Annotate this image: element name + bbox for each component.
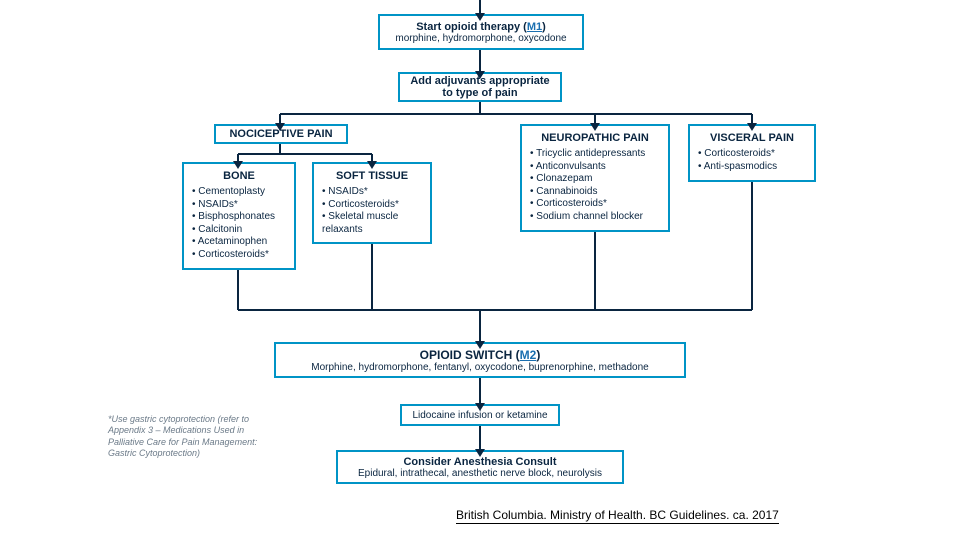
arrow-down-icon xyxy=(747,123,757,131)
node-bone-item: Corticosteroids* xyxy=(192,249,286,262)
node-bone: BONECementoplastyNSAIDs*BisphosphonatesC… xyxy=(182,162,296,270)
arrow-down-icon xyxy=(475,13,485,21)
node-soft-tissue-list: NSAIDs*Corticosteroids*Skeletal muscle r… xyxy=(322,186,422,236)
connector-line xyxy=(751,182,753,310)
node-soft-tissue-item: NSAIDs* xyxy=(322,186,422,199)
connector-line xyxy=(479,378,481,404)
arrow-down-icon xyxy=(475,71,485,79)
node-neuropathic-item: Corticosteroids* xyxy=(530,198,660,211)
connector-line xyxy=(238,309,752,311)
node-lidocaine-title: Lidocaine infusion or ketamine xyxy=(412,410,547,421)
node-bone-list: CementoplastyNSAIDs*BisphosphonatesCalci… xyxy=(192,186,286,261)
node-anesthesia-consult-subtitle: Epidural, intrathecal, anesthetic nerve … xyxy=(358,468,602,479)
connector-line xyxy=(237,270,239,310)
connector-line xyxy=(279,144,281,154)
node-bone-header: BONE xyxy=(192,170,286,182)
node-neuropathic-item: Cannabinoids xyxy=(530,186,660,199)
node-soft-tissue-header: SOFT TISSUE xyxy=(322,170,422,182)
node-neuropathic-item: Sodium channel blocker xyxy=(530,211,660,224)
node-bone-item: Acetaminophen xyxy=(192,236,286,249)
node-neuropathic-list: Tricyclic antidepressantsAnticonvulsants… xyxy=(530,148,660,223)
node-visceral-header: VISCERAL PAIN xyxy=(698,132,806,144)
node-anesthesia-consult-title: Consider Anesthesia Consult xyxy=(403,456,556,468)
node-soft-tissue-item: Corticosteroids* xyxy=(322,199,422,212)
connector-line xyxy=(479,0,481,14)
node-bone-item: Calcitonin xyxy=(192,224,286,237)
node-neuropathic-item: Tricyclic antidepressants xyxy=(530,148,660,161)
node-start-title: Start opioid therapy (M1) xyxy=(416,21,546,33)
connector-line xyxy=(479,50,481,72)
arrow-down-icon xyxy=(475,403,485,411)
connector-line xyxy=(479,426,481,450)
arrow-down-icon xyxy=(590,123,600,131)
m2-link[interactable]: M2 xyxy=(520,348,537,362)
node-neuropathic-header: NEUROPATHIC PAIN xyxy=(530,132,660,144)
connector-line xyxy=(479,102,481,114)
m1-link[interactable]: M1 xyxy=(527,21,542,33)
node-start-subtitle: morphine, hydromorphone, oxycodone xyxy=(395,33,566,44)
node-opioid-switch-subtitle: Morphine, hydromorphone, fentanyl, oxyco… xyxy=(311,362,648,373)
footnote-gastric-cytoprotection: *Use gastric cytoprotection (refer to Ap… xyxy=(108,414,268,459)
connector-line xyxy=(479,310,481,342)
node-visceral: VISCERAL PAIN Corticosteroids*Anti-spasmo… xyxy=(688,124,816,182)
node-neuropathic: NEUROPATHIC PAIN Tricyclic antidepressant… xyxy=(520,124,670,232)
node-visceral-list: Corticosteroids*Anti-spasmodics xyxy=(698,148,806,173)
node-bone-item: Cementoplasty xyxy=(192,186,286,199)
arrow-down-icon xyxy=(367,161,377,169)
arrow-down-icon xyxy=(275,123,285,131)
arrow-down-icon xyxy=(475,341,485,349)
connector-line xyxy=(594,232,596,310)
node-bone-item: NSAIDs* xyxy=(192,199,286,212)
node-bone-item: Bisphosphonates xyxy=(192,211,286,224)
flowchart-canvas: Start opioid therapy (M1)morphine, hydro… xyxy=(0,0,960,540)
connector-line xyxy=(280,113,752,115)
node-opioid-switch-title: OPIOID SWITCH (M2) xyxy=(420,348,541,362)
node-soft-tissue-item: Skeletal muscle relaxants xyxy=(322,211,422,236)
arrow-down-icon xyxy=(233,161,243,169)
node-neuropathic-item: Clonazepam xyxy=(530,173,660,186)
node-neuropathic-item: Anticonvulsants xyxy=(530,161,660,174)
connector-line xyxy=(238,153,372,155)
citation-source: British Columbia. Ministry of Health. BC… xyxy=(456,508,779,524)
node-visceral-item: Anti-spasmodics xyxy=(698,161,806,174)
arrow-down-icon xyxy=(475,449,485,457)
node-soft-tissue: SOFT TISSUE NSAIDs*Corticosteroids*Skelet… xyxy=(312,162,432,244)
node-visceral-item: Corticosteroids* xyxy=(698,148,806,161)
connector-line xyxy=(371,236,373,310)
